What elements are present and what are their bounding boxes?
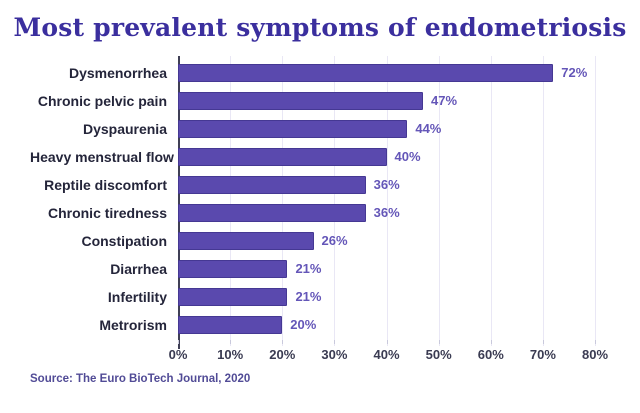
bar-track: 40%	[178, 143, 622, 171]
axis-tick-label: 30%	[321, 347, 348, 362]
category-label: Dysmenorrhea	[68, 65, 167, 81]
axis-tick-label: 40%	[373, 347, 400, 362]
endometriosis-infographic: Most prevalent symptoms of endometriosis…	[0, 13, 640, 385]
bar-row: Dyspaurenia 44%	[30, 115, 622, 143]
bar-row: Chronic pelvic pain 47%	[30, 87, 622, 115]
bar	[178, 120, 408, 138]
category-label: Chronic tiredness	[47, 205, 167, 221]
axis-tick-label: 20%	[269, 347, 296, 362]
chart-title: Most prevalent symptoms of endometriosis	[13, 13, 627, 42]
source-note: Source: The Euro BioTech Journal, 2020	[30, 373, 251, 385]
axis-tick	[178, 340, 179, 344]
category-label: Dyspaurenia	[82, 121, 167, 137]
bar	[178, 204, 366, 222]
value-label: 47%	[430, 93, 458, 108]
bar-track: 72%	[178, 59, 622, 87]
bar-track: 44%	[178, 115, 622, 143]
category-label: Diarrhea	[110, 261, 167, 277]
axis-tick	[438, 340, 440, 344]
axis-tick-label: 60%	[477, 347, 504, 362]
axis-tick-label: 80%	[581, 347, 609, 362]
bar-row: Heavy menstrual flow 40%	[30, 143, 622, 171]
axis-tick	[334, 340, 336, 344]
axis-tick	[595, 340, 596, 344]
value-label: 44%	[415, 121, 442, 136]
bar	[178, 316, 283, 334]
value-label: 21%	[295, 261, 322, 276]
axis-tick	[230, 340, 232, 344]
bar	[178, 288, 288, 306]
axis-tick	[490, 340, 492, 344]
value-label: 20%	[290, 317, 317, 332]
bar	[178, 92, 423, 110]
bar-chart: Dysmenorrhea 72% Chronic pelvic pain 47% Dys…	[30, 56, 622, 369]
x-axis: 0% 10% 20% 30% 40% 50% 60% 70% 80%	[169, 339, 622, 369]
bar-track: 21%	[178, 283, 622, 311]
axis-tick-label: 50%	[425, 347, 452, 362]
value-label: 36%	[373, 205, 400, 220]
bar-row: Infertility 21%	[30, 283, 622, 311]
value-label: 36%	[373, 177, 400, 192]
value-label: 40%	[394, 149, 421, 164]
bar-row: Chronic tiredness 36%	[30, 199, 622, 227]
value-label: 21%	[295, 289, 322, 304]
bar	[178, 64, 554, 82]
bar-row: Diarrhea 21%	[30, 255, 622, 283]
axis-tick	[282, 340, 284, 344]
bar-track: 47%	[178, 87, 622, 115]
bar-track: 36%	[178, 171, 622, 199]
value-label: 26%	[321, 233, 348, 248]
bar-row: Reptile discomfort 36%	[30, 171, 622, 199]
bar-track: 21%	[178, 255, 622, 283]
axis-tick	[542, 340, 544, 344]
axis-tick	[386, 340, 388, 344]
category-label: Heavy menstrual flow	[30, 149, 174, 165]
category-label: Metrorism	[99, 317, 167, 333]
bar-track: 20%	[178, 311, 622, 339]
bar	[178, 260, 288, 278]
axis-tick-label: 70%	[529, 347, 556, 362]
category-label: Chronic pelvic pain	[37, 93, 167, 109]
bar-rows: Dysmenorrhea 72% Chronic pelvic pain 47% Dys…	[30, 59, 622, 339]
bar	[178, 232, 314, 250]
bar	[178, 148, 387, 166]
bar-track: 26%	[178, 227, 622, 255]
bar-row: Constipation 26%	[30, 227, 622, 255]
value-label: 72%	[561, 65, 588, 80]
axis-tick-label: 0%	[168, 347, 188, 362]
category-label: Reptile discomfort	[44, 177, 167, 193]
bar-row: Dysmenorrhea 72%	[30, 59, 622, 87]
bar-track: 36%	[178, 199, 622, 227]
axis-tick-label: 10%	[217, 347, 244, 362]
category-label: Infertility	[107, 289, 167, 305]
bar-row: Metrorism 20%	[30, 311, 622, 339]
y-axis-line	[178, 56, 180, 349]
bar	[178, 176, 366, 194]
category-label: Constipation	[81, 233, 167, 249]
